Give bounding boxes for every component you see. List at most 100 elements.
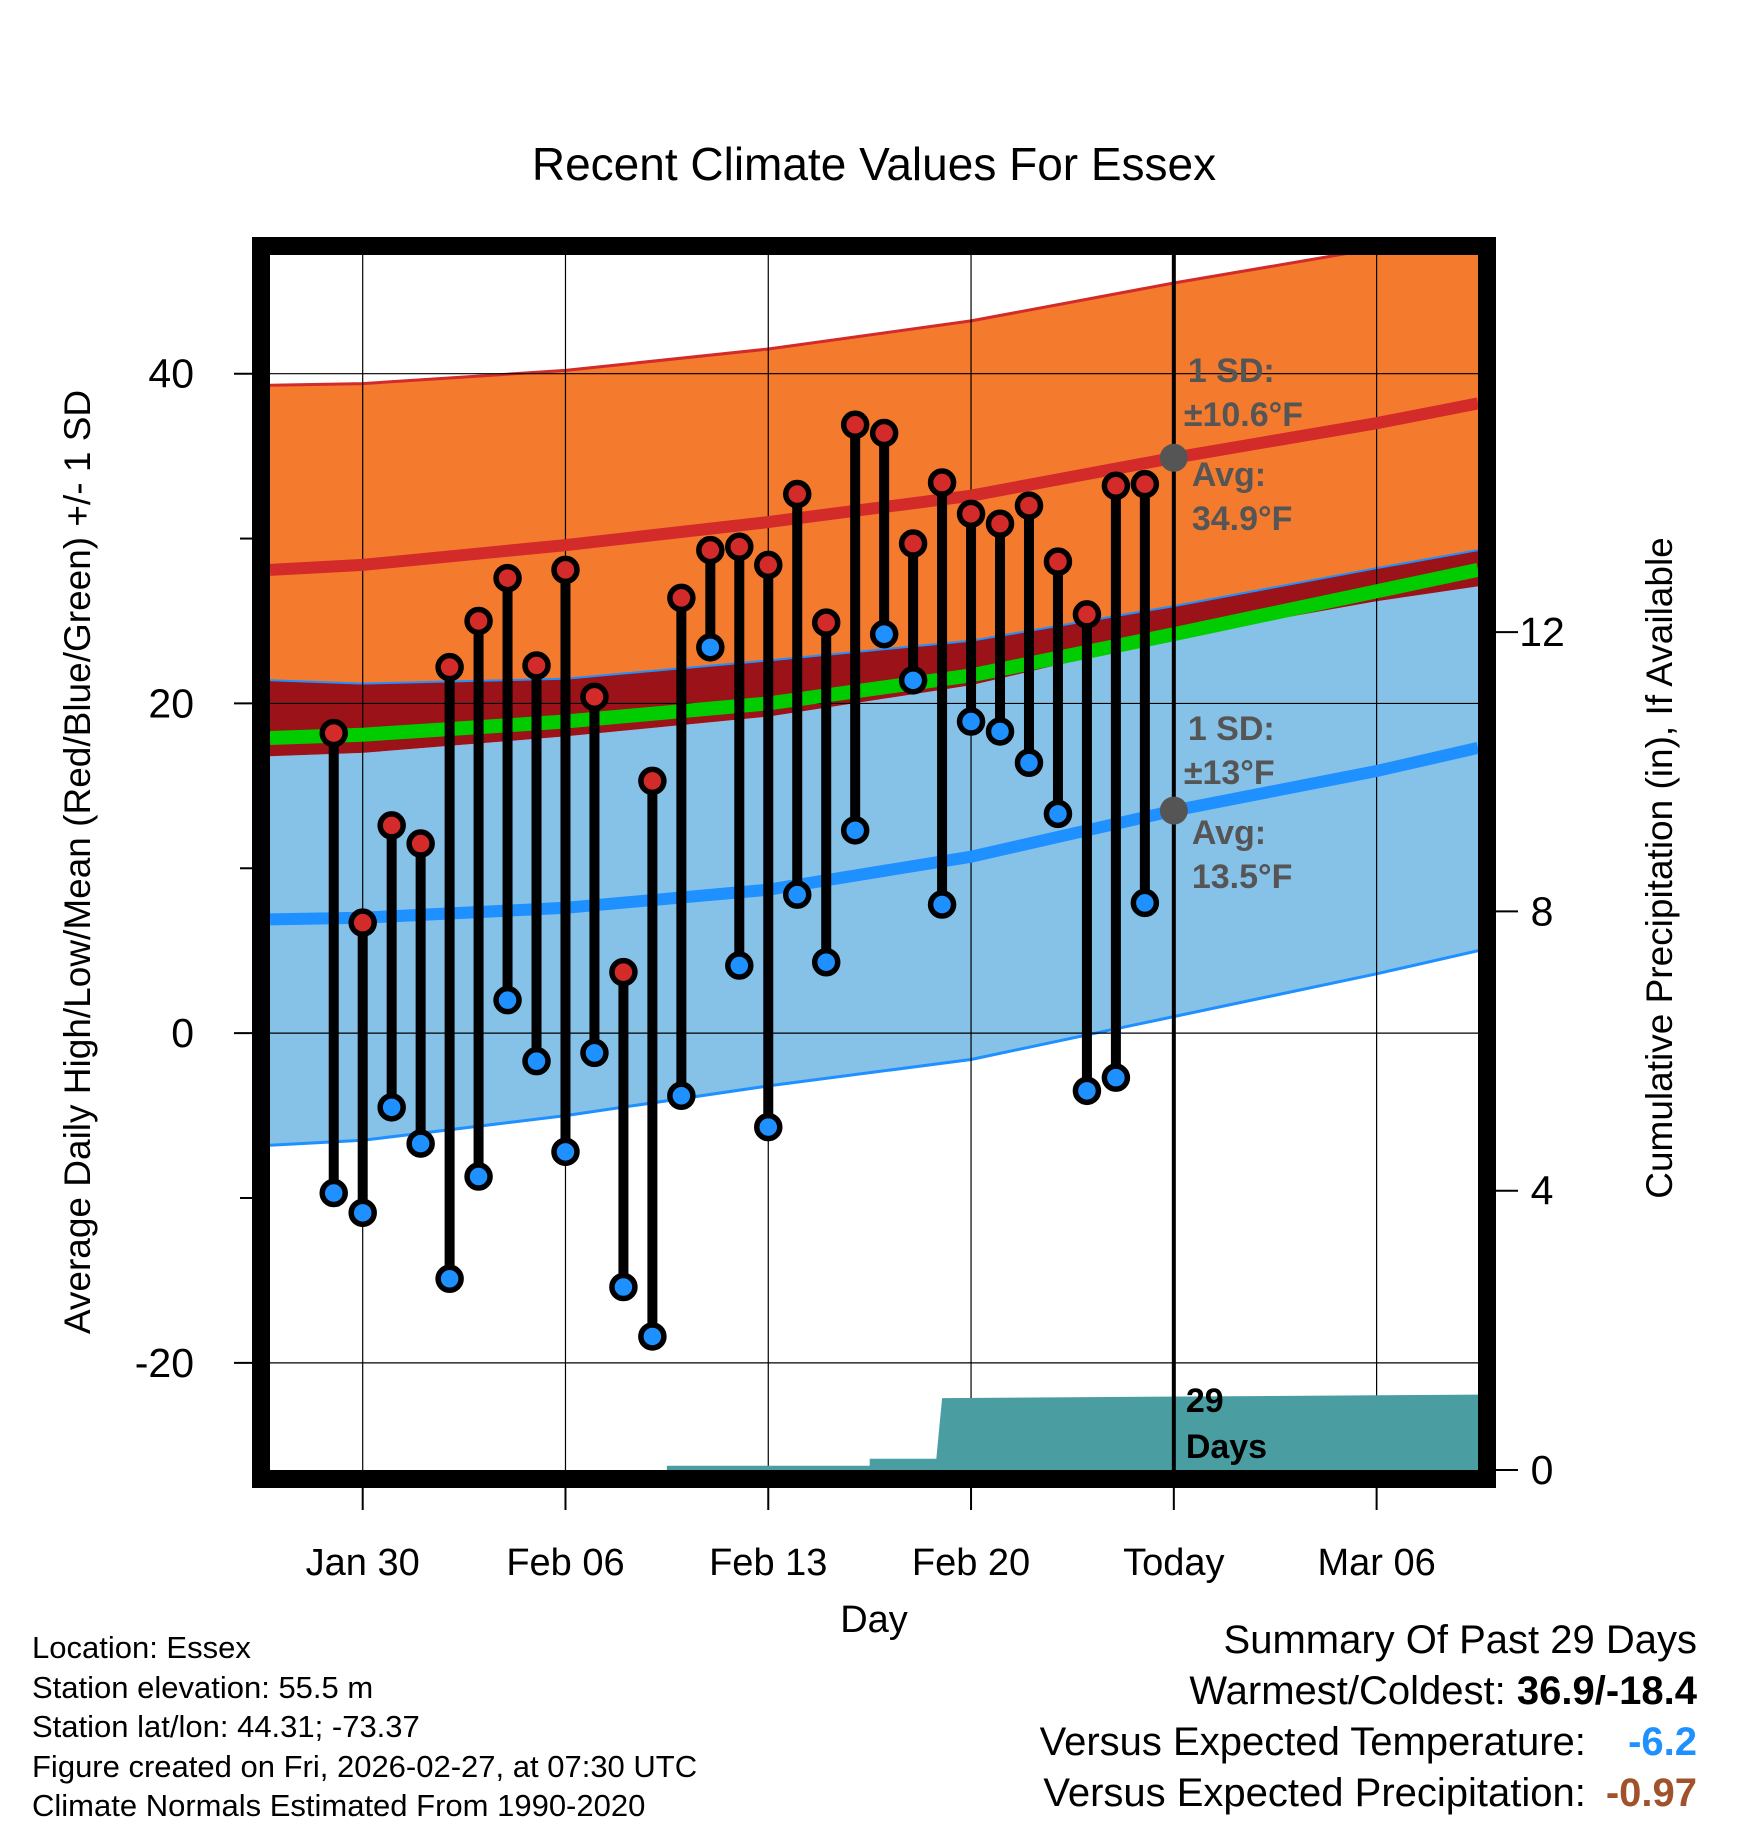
daily-high-point xyxy=(956,499,986,529)
y2-tick-label: 4 xyxy=(1531,1168,1554,1214)
daily-high-point xyxy=(1072,600,1102,629)
daily-low-point xyxy=(811,947,841,977)
y-tick-label: 0 xyxy=(171,1010,194,1056)
y2-tick-label: 12 xyxy=(1519,609,1565,655)
prec-value: -0.97 xyxy=(1605,1771,1697,1815)
annotations: 1 SD: ±10.6°F Avg: 34.9°F 1 SD: ±13°F Avg: 13.5… xyxy=(1184,352,1303,1466)
y2-axis-title: Cumulative Precipitation (in), If Availa… xyxy=(1639,537,1680,1199)
summary-title: Summary Of Past 29 Days xyxy=(1223,1618,1697,1662)
daily-low-point xyxy=(667,1081,696,1111)
daily-high-point xyxy=(725,532,754,562)
elevation-text: Station elevation: 55.5 m xyxy=(32,1669,374,1705)
daily-high-point xyxy=(464,606,493,636)
daily-low-point xyxy=(638,1322,667,1351)
normals-text: Climate Normals Estimated From 1990-2020 xyxy=(32,1788,646,1823)
daily-high-point xyxy=(898,529,928,558)
daily-high-point xyxy=(985,509,1015,538)
daily-low-point xyxy=(580,1038,609,1068)
high-upper-edge xyxy=(270,255,1347,387)
plot-frame xyxy=(252,237,1496,1488)
daily-low-point xyxy=(609,1272,638,1302)
daily-low-point xyxy=(1130,888,1160,918)
daily-high-point xyxy=(435,652,464,682)
high-sd-value: ±10.6°F xyxy=(1184,396,1303,434)
daily-high-point xyxy=(522,651,551,680)
daily-low-point xyxy=(377,1093,406,1122)
daily-low-point xyxy=(348,1198,377,1228)
daily-high-point xyxy=(1014,491,1044,520)
temp-label: Versus Expected Temperature: xyxy=(1039,1720,1586,1764)
low-avg-value: 13.5°F xyxy=(1192,858,1293,896)
daily-high-point xyxy=(667,583,696,613)
temp-value: -6.2 xyxy=(1628,1720,1697,1764)
daily-high-point xyxy=(811,608,841,637)
daily-low-point xyxy=(1043,799,1073,829)
daily-low-point xyxy=(435,1264,464,1294)
chart-title: Recent Climate Values For Essex xyxy=(532,138,1216,190)
low-sd-value: ±13°F xyxy=(1184,754,1275,792)
summary-warmest-row: Warmest/Coldest: 36.9/-18.4 xyxy=(1040,1666,1697,1717)
daily-low-point xyxy=(551,1137,580,1167)
station-info: Location: Essex Station elevation: 55.5 … xyxy=(32,1628,697,1826)
low-avg-today-marker xyxy=(1159,796,1188,825)
warmest-label: Warmest/Coldest: xyxy=(1189,1669,1506,1713)
daily-low-point xyxy=(696,633,725,662)
daily-low-point xyxy=(725,951,754,980)
daily-high-point xyxy=(609,957,638,987)
daily-high-point xyxy=(1130,469,1160,499)
y-tick-label: 40 xyxy=(148,351,194,397)
daily-high-point xyxy=(493,563,522,593)
daily-low-point xyxy=(464,1162,493,1191)
daily-low-point xyxy=(319,1178,348,1208)
x-tick-label: Today xyxy=(1123,1542,1224,1584)
summary-temp-row: Versus Expected Temperature: -6.2 xyxy=(1040,1717,1697,1768)
daily-low-point xyxy=(406,1129,435,1158)
daily-low-point xyxy=(493,985,522,1015)
daily-high-point xyxy=(638,766,667,796)
location-text: Location: Essex xyxy=(32,1630,251,1665)
overlap-band xyxy=(270,550,1478,757)
x-tick-label: Feb 06 xyxy=(506,1542,624,1584)
precip-area xyxy=(270,1394,1478,1470)
daily-high-point xyxy=(348,908,377,937)
daily-high-point xyxy=(927,468,957,497)
daily-high-point xyxy=(869,418,899,448)
daily-low-point xyxy=(869,619,899,649)
daily-high-point xyxy=(840,410,870,440)
latlon-text: Station lat/lon: 44.31; -73.37 xyxy=(32,1709,420,1744)
daily-high-point xyxy=(580,682,609,712)
x-tick-label: Feb 20 xyxy=(912,1542,1030,1584)
axes: -20 0 20 40 0 4 8 12 Jan 30 Feb 06 Feb 13 Feb 20 Tod… xyxy=(57,237,1680,1641)
x-axis-title: Day xyxy=(840,1599,908,1641)
summary-prec-row: Versus Expected Precipitation: -0.97 xyxy=(1040,1768,1697,1819)
days-count-label: 29 xyxy=(1186,1382,1224,1420)
low-lower-edge xyxy=(270,949,1478,1147)
daily-low-point xyxy=(1072,1076,1102,1106)
mean-avg-line xyxy=(270,563,1478,745)
high-avg-value: 34.9°F xyxy=(1192,500,1293,538)
y-axis-title: Average Daily High/Low/Mean (Red/Blue/Gr… xyxy=(57,390,98,1334)
low-avg-title: Avg: xyxy=(1192,814,1266,852)
daily-high-point xyxy=(319,718,348,748)
high-avg-line xyxy=(270,397,1478,576)
x-tick-label: Feb 13 xyxy=(709,1542,827,1584)
y2-tick-label: 8 xyxy=(1531,888,1554,934)
daily-high-point xyxy=(551,555,580,585)
daily-low-point xyxy=(927,890,957,919)
high-lower-edge xyxy=(270,549,1478,685)
daily-high-point xyxy=(406,829,435,858)
low-sd-title: 1 SD: xyxy=(1188,710,1275,748)
daily-low-point xyxy=(782,880,812,909)
days-unit-label: Days xyxy=(1186,1428,1267,1466)
daily-low-point xyxy=(1101,1063,1131,1092)
low-sd-band xyxy=(270,586,1478,1146)
daily-high-point xyxy=(782,479,812,509)
summary-panel: Summary Of Past 29 Days Warmest/Coldest:… xyxy=(1040,1615,1697,1819)
daily-high-point xyxy=(377,811,406,840)
daily-low-point xyxy=(898,666,928,695)
high-avg-title: Avg: xyxy=(1192,456,1266,494)
daily-low-point xyxy=(754,1112,783,1142)
daily-high-point xyxy=(1101,471,1131,501)
x-tick-label: Jan 30 xyxy=(306,1542,420,1584)
daily-low-point xyxy=(956,707,986,736)
